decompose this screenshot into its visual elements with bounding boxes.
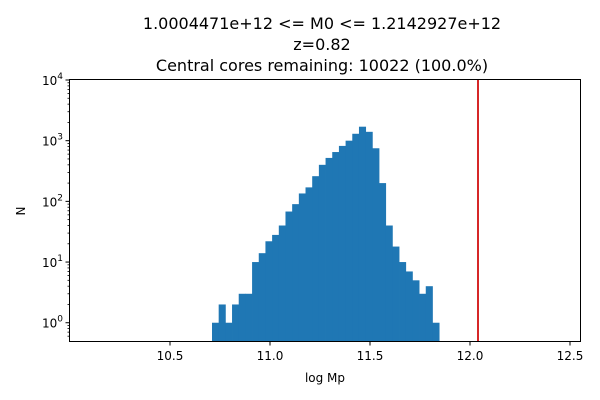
histogram-bar: [325, 157, 333, 341]
y-axis-label: N: [14, 207, 28, 216]
histogram-bar: [425, 286, 433, 341]
y-tick-label: 102: [42, 193, 63, 209]
x-axis-ticks: 10.5 11.0 11.5 12.0 12.5: [157, 341, 584, 363]
y-tick-label: 103: [42, 133, 63, 149]
histogram-bar: [298, 193, 306, 341]
x-tick-label: 12.0: [457, 349, 484, 363]
histogram-bar: [232, 304, 240, 341]
histogram-bar: [392, 246, 400, 341]
title-line-cores-remaining: Central cores remaining: 10022 (100.0%): [156, 56, 488, 75]
histogram-bar: [258, 253, 266, 341]
histogram-bar: [278, 225, 286, 341]
histogram-bar: [399, 262, 407, 341]
histogram-bar: [218, 304, 226, 341]
x-tick-label: 11.0: [257, 349, 284, 363]
histogram-bar: [405, 271, 413, 341]
histogram-bar: [292, 204, 300, 341]
histogram-bar: [252, 262, 260, 341]
histogram-bar: [412, 280, 420, 341]
histogram-bar: [285, 211, 293, 341]
histogram-bar: [272, 234, 280, 341]
histogram-bar: [245, 293, 253, 341]
title-line-redshift: z=0.82: [293, 35, 350, 54]
histogram-bars: [212, 126, 440, 341]
histogram-bar: [432, 322, 440, 341]
histogram-bar: [265, 241, 273, 341]
chart-title: 1.0004471e+12 <= M0 <= 1.2142927e+12 z=0…: [143, 14, 501, 75]
x-tick-label: 11.5: [357, 349, 384, 363]
histogram-bar: [338, 145, 346, 341]
histogram-bar: [318, 164, 326, 341]
histogram-bar: [345, 140, 353, 341]
histogram-bar: [379, 183, 387, 341]
histogram-bar: [305, 187, 313, 341]
y-axis-ticks: 100 101 102 103 104: [42, 72, 70, 337]
y-tick-label: 101: [42, 254, 63, 270]
histogram-bar: [358, 126, 367, 341]
histogram-bar: [365, 131, 373, 341]
y-tick-label: 100: [42, 315, 63, 331]
histogram-bar: [238, 293, 246, 341]
histogram-bar: [352, 133, 360, 341]
histogram-bar: [372, 148, 380, 341]
histogram-bar: [312, 176, 320, 341]
y-tick-label: 104: [42, 72, 63, 88]
x-axis-label: log Mp: [305, 371, 345, 385]
histogram-bar: [212, 322, 220, 341]
histogram-bar: [385, 225, 393, 341]
histogram-bar: [332, 152, 340, 341]
histogram-bar: [419, 293, 427, 341]
histogram-bar: [225, 322, 233, 341]
title-line-mass-range: 1.0004471e+12 <= M0 <= 1.2142927e+12: [143, 14, 501, 33]
x-tick-label: 12.5: [557, 349, 584, 363]
x-tick-label: 10.5: [157, 349, 184, 363]
